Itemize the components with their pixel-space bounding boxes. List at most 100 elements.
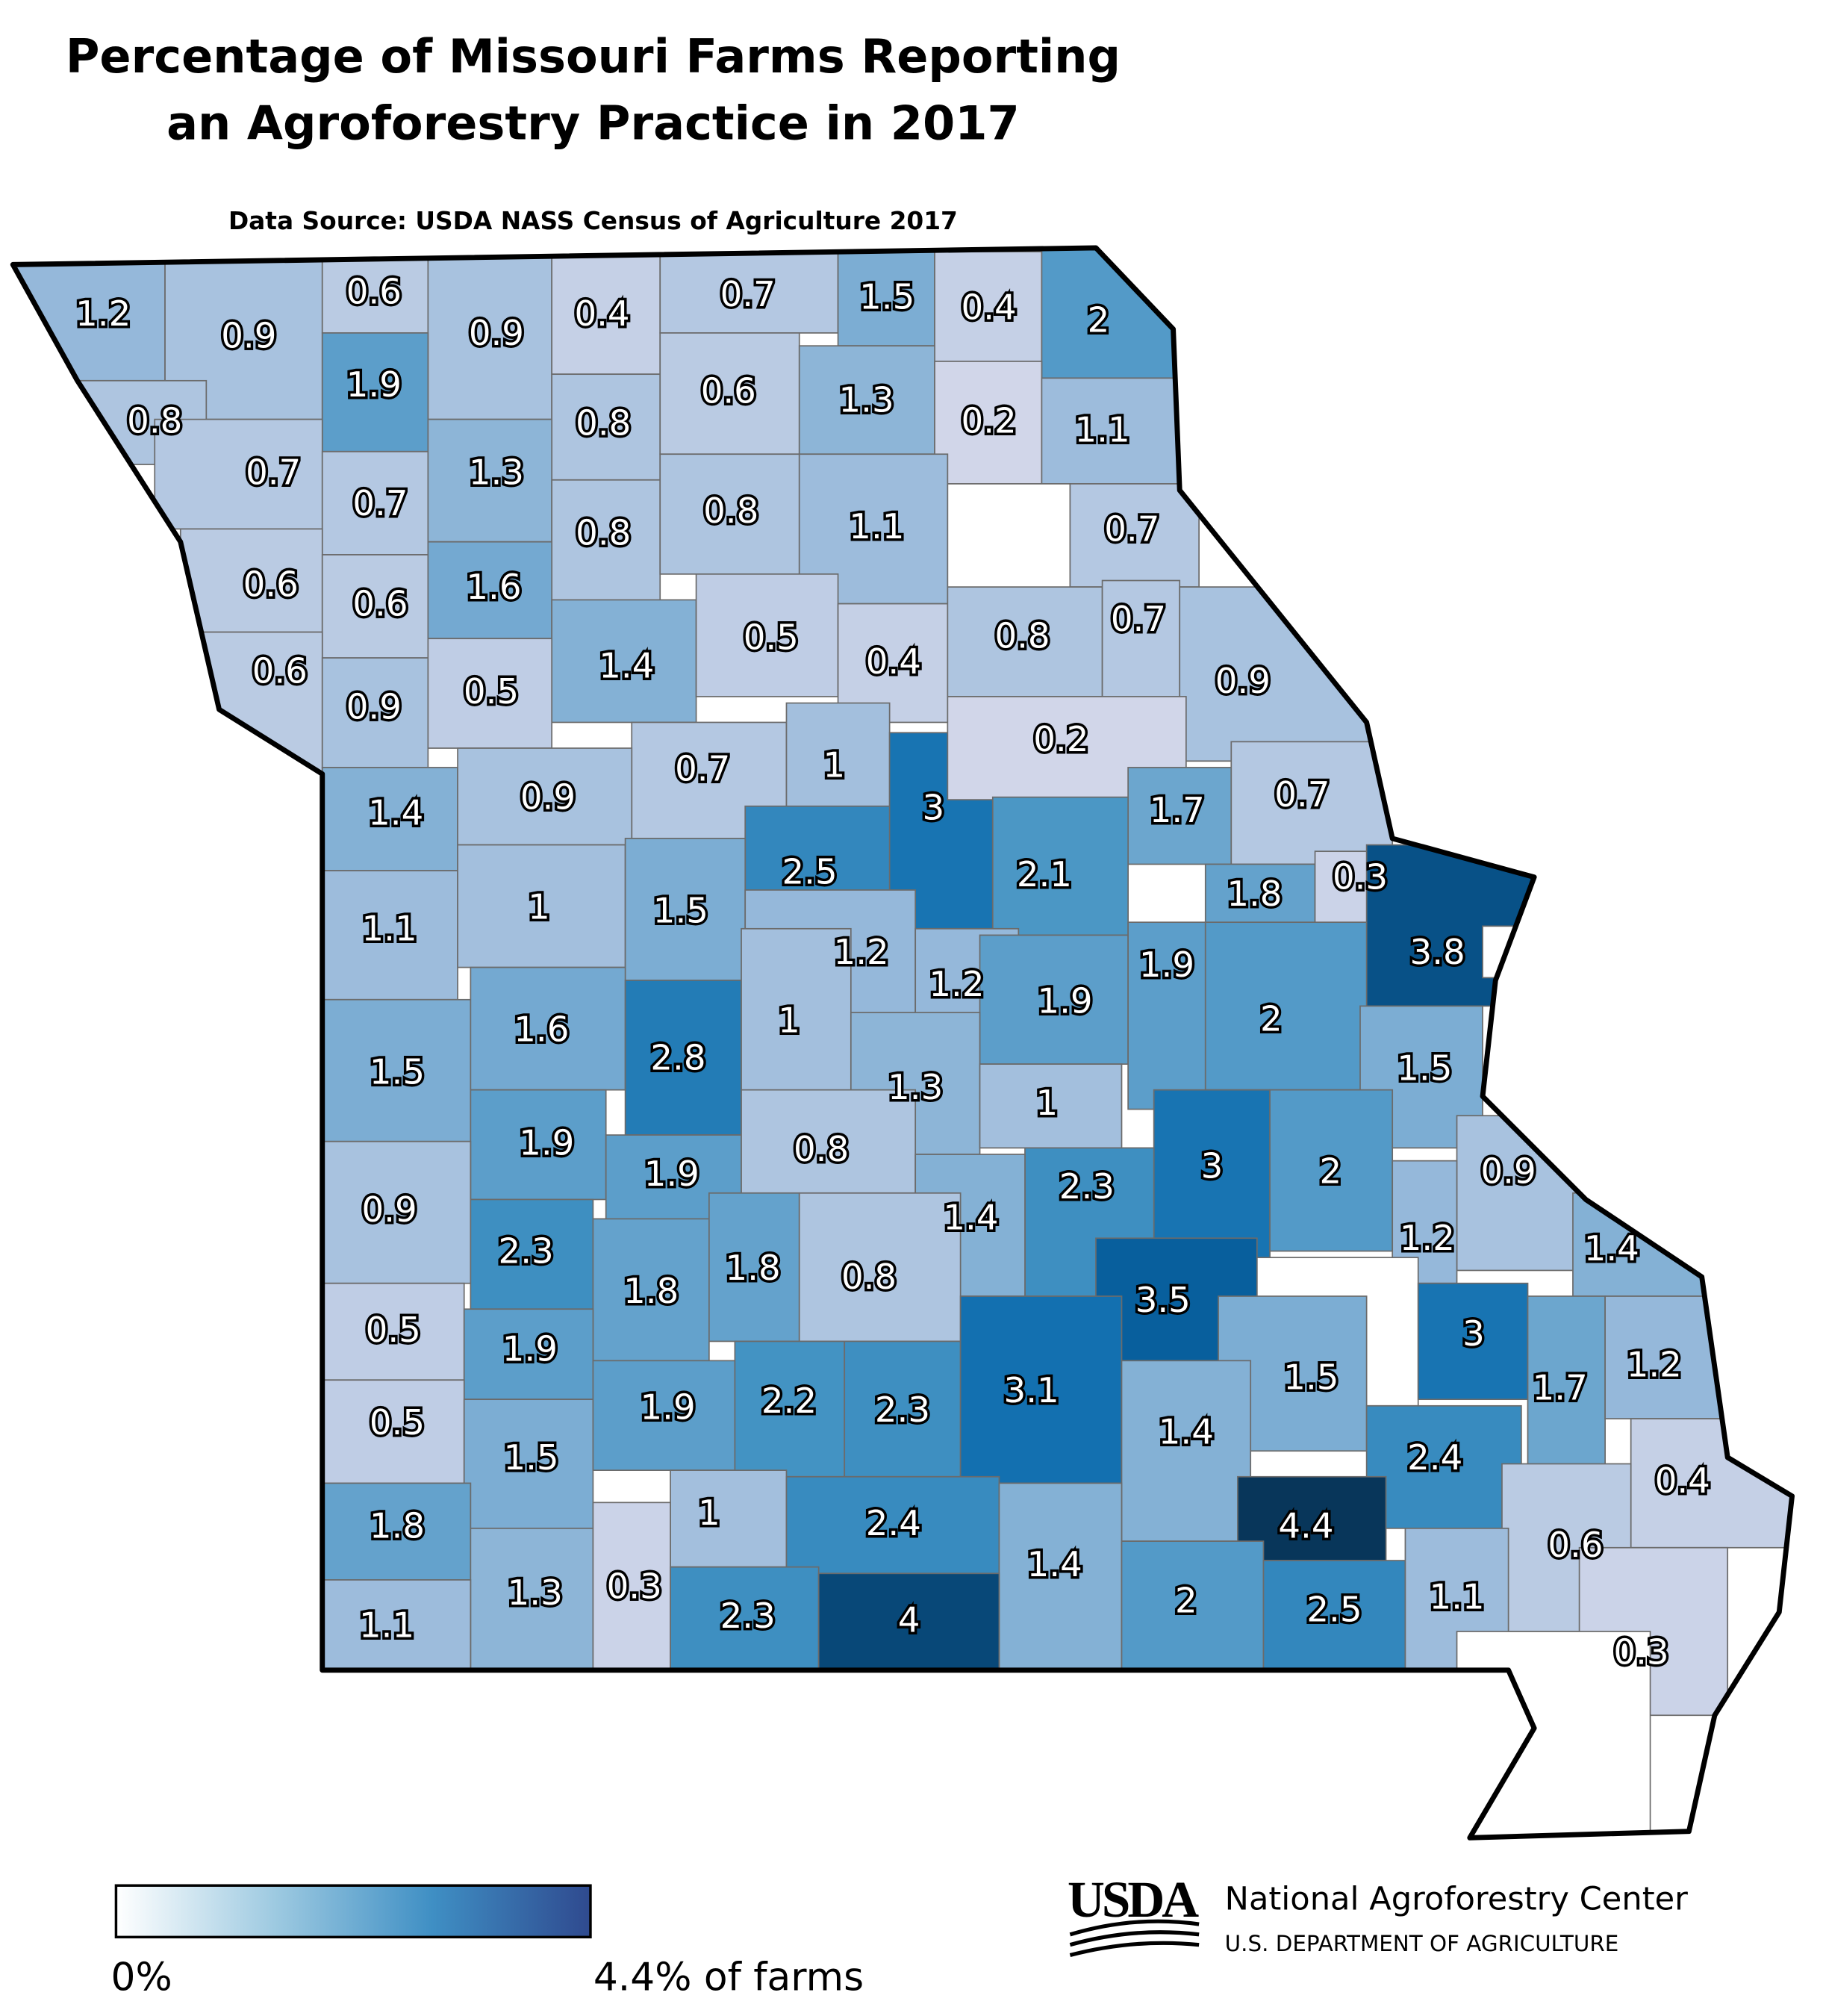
county	[321, 1140, 472, 1284]
county-value-label: 1.7	[1150, 790, 1205, 830]
county-value-label: 1.3	[838, 380, 894, 420]
county-value-label: 0.7	[1111, 599, 1166, 639]
county	[427, 638, 553, 749]
county	[470, 1198, 594, 1310]
county-value-label: 0.5	[744, 617, 799, 657]
county-value-label: 2.3	[720, 1596, 776, 1636]
county	[959, 1295, 1123, 1484]
county-value-label: 2	[1175, 1581, 1197, 1621]
county	[785, 1475, 1000, 1575]
county	[1262, 1560, 1406, 1678]
county-value-label: 0.8	[841, 1257, 897, 1297]
county-value-label: 1.9	[1037, 980, 1092, 1021]
legend-max-label: 4.4% of farms	[593, 1955, 864, 2000]
county-value-label: 2.8	[650, 1037, 705, 1077]
county	[1204, 921, 1368, 1091]
county-value-label: 2.5	[1306, 1590, 1362, 1630]
county-value-label: 0.9	[361, 1189, 417, 1230]
county-value-label: 1.9	[519, 1122, 574, 1163]
county-value-label: 0.5	[366, 1310, 421, 1350]
county	[947, 586, 1103, 697]
county	[708, 1192, 800, 1343]
county-value-label: 3.1	[1004, 1370, 1059, 1410]
county-value-label: 0.8	[576, 403, 631, 444]
county-value-label: 1.5	[1397, 1048, 1452, 1088]
county-value-label: 3.8	[1410, 932, 1465, 972]
county-value-label: 1.2	[1400, 1218, 1455, 1258]
county-value-label: 1.6	[466, 567, 521, 607]
county-value-label: 2.3	[1059, 1166, 1115, 1207]
usda-logo: USDA	[1068, 1870, 1199, 1928]
county-value-label: 0.9	[520, 777, 576, 818]
county-value-label: 3.5	[1135, 1280, 1191, 1320]
title-line: Percentage of Missouri Farms Reporting	[66, 29, 1121, 84]
county	[1121, 1540, 1265, 1678]
county-value-label: 0.3	[607, 1567, 662, 1607]
county-value-label: 3	[1462, 1313, 1485, 1354]
county-value-label: 1.5	[653, 891, 708, 931]
county	[179, 528, 323, 633]
county-value-label: 2.2	[761, 1381, 817, 1421]
county	[624, 980, 742, 1136]
organization: National Agroforestry Center	[1225, 1880, 1689, 1917]
county-value-label: 0.8	[703, 491, 758, 531]
county	[670, 1469, 788, 1568]
county-value-label: 1	[1036, 1083, 1059, 1123]
county-value-label: 1.4	[599, 645, 654, 685]
title-line: an Agroforestry Practice in 2017	[166, 96, 1020, 151]
county-value-label: 1.8	[370, 1505, 425, 1546]
county-value-label: 1	[778, 1000, 800, 1040]
county-value-label: 0.8	[127, 400, 182, 441]
county	[991, 796, 1129, 936]
county-value-label: 0.9	[1215, 661, 1271, 701]
county-value-label: 0.6	[1548, 1525, 1603, 1565]
county-value-label: 1.1	[359, 1605, 414, 1645]
county-value-label: 1.8	[623, 1271, 679, 1311]
county	[427, 541, 553, 640]
county	[979, 934, 1129, 1065]
county	[659, 251, 839, 334]
county	[659, 332, 800, 455]
county	[998, 1482, 1123, 1678]
county-value-label: 0.6	[701, 371, 756, 411]
usda-logo-swoosh	[1069, 1919, 1200, 1958]
county-value-label: 0.9	[1481, 1151, 1536, 1191]
county-value-label: 1.1	[1429, 1576, 1484, 1617]
county-value-label: 1.9	[644, 1154, 699, 1194]
county	[1121, 1360, 1252, 1542]
county	[551, 251, 661, 376]
county-value-label: 0.7	[720, 274, 776, 314]
county	[837, 251, 935, 347]
county-value-label: 0.3	[1333, 857, 1388, 897]
county-value-label: 0.5	[370, 1402, 425, 1443]
legend-min-label: 0%	[111, 1955, 172, 2000]
county-value-label: 2.3	[875, 1390, 930, 1430]
county	[463, 1399, 594, 1529]
county	[1527, 1295, 1606, 1490]
county	[592, 1218, 710, 1362]
county-value-label: 2	[1319, 1151, 1341, 1191]
county-value-label: 2.5	[782, 852, 838, 892]
county-value-label: 2.4	[866, 1503, 921, 1543]
county-value-label: 0.7	[246, 452, 301, 492]
county-value-label: 0.4	[962, 287, 1017, 327]
county	[1127, 921, 1206, 1110]
county-value-label: 1.1	[361, 909, 417, 949]
county-value-label: 1.2	[75, 293, 131, 334]
county	[741, 927, 852, 1098]
county-value-label: 1.5	[370, 1051, 425, 1092]
county-value-label: 1.4	[1584, 1228, 1639, 1269]
county	[1365, 1404, 1522, 1529]
county	[463, 1308, 594, 1401]
county	[934, 361, 1043, 485]
subtitle: Data Source: USDA NASS Census of Agricul…	[228, 207, 958, 235]
county-value-label: 1.4	[368, 792, 423, 833]
county-value-label: 0.9	[221, 315, 276, 355]
county-value-label: 0.6	[252, 650, 308, 691]
county-value-label: 1	[528, 886, 550, 927]
county-value-label: 3	[1201, 1146, 1224, 1186]
county-value-label: 0.2	[962, 400, 1017, 441]
county-value-label: 0.5	[464, 671, 519, 712]
county-value-label: 1.6	[514, 1009, 569, 1049]
